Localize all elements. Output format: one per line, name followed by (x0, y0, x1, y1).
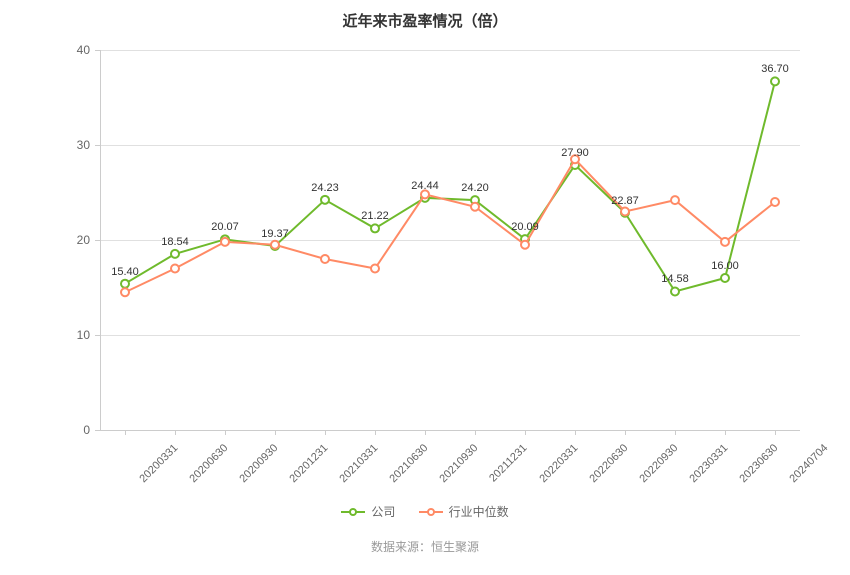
data-marker (771, 77, 779, 85)
data-point-label: 22.87 (611, 195, 639, 207)
y-axis-tick-label: 0 (60, 423, 90, 437)
data-marker (321, 196, 329, 204)
data-marker (121, 280, 129, 288)
x-axis-tick-label: 20230630 (737, 442, 780, 485)
x-tick (575, 430, 576, 435)
x-tick (425, 430, 426, 435)
x-axis-tick-label: 20240704 (787, 442, 830, 485)
legend-marker-icon (349, 508, 357, 516)
data-marker (321, 255, 329, 263)
y-axis-tick-label: 20 (60, 233, 90, 247)
x-axis-tick-label: 20200331 (137, 442, 180, 485)
legend-swatch-company (341, 511, 365, 513)
pe-ratio-chart: 近年来市盈率情况（倍） 0102030402020033120200630202… (0, 0, 850, 575)
data-point-label: 24.20 (461, 182, 489, 194)
legend-item-company: 公司 (341, 503, 395, 520)
legend-marker-icon (427, 508, 435, 516)
data-marker (371, 224, 379, 232)
x-tick (125, 430, 126, 435)
x-tick (275, 430, 276, 435)
x-tick (675, 430, 676, 435)
data-point-label: 20.09 (511, 221, 539, 233)
data-marker (171, 250, 179, 258)
legend-label: 公司 (371, 503, 395, 520)
x-tick (625, 430, 626, 435)
x-axis-line (100, 430, 800, 431)
x-axis-tick-label: 20201231 (287, 442, 330, 485)
data-marker (471, 203, 479, 211)
x-axis-tick-label: 20210331 (337, 442, 380, 485)
y-axis-tick-label: 40 (60, 43, 90, 57)
data-marker (621, 208, 629, 216)
data-marker (121, 288, 129, 296)
x-axis-tick-label: 20220630 (587, 442, 630, 485)
series-line (125, 81, 775, 291)
data-marker (221, 238, 229, 246)
chart-svg (100, 50, 800, 430)
x-tick (375, 430, 376, 435)
data-point-label: 19.37 (261, 228, 289, 240)
data-marker (771, 198, 779, 206)
data-marker (721, 238, 729, 246)
data-marker (371, 265, 379, 273)
data-marker (671, 287, 679, 295)
x-axis-tick-label: 20230331 (687, 442, 730, 485)
x-axis-tick-label: 20210630 (387, 442, 430, 485)
x-axis-tick-label: 20220930 (637, 442, 680, 485)
y-axis-tick-label: 30 (60, 138, 90, 152)
data-marker (521, 241, 529, 249)
data-point-label: 18.54 (161, 236, 189, 248)
data-marker (721, 274, 729, 282)
x-axis-tick-label: 20200930 (237, 442, 280, 485)
chart-legend: 公司 行业中位数 (0, 502, 850, 521)
data-point-label: 21.22 (361, 210, 389, 222)
data-point-label: 24.44 (411, 180, 439, 192)
x-axis-tick-label: 20200630 (187, 442, 230, 485)
legend-label: 行业中位数 (449, 503, 509, 520)
legend-swatch-industry (419, 511, 443, 513)
legend-item-industry: 行业中位数 (419, 503, 509, 520)
y-axis-tick-label: 10 (60, 328, 90, 342)
data-marker (271, 241, 279, 249)
data-point-label: 16.00 (711, 260, 739, 272)
data-marker (671, 196, 679, 204)
x-tick (175, 430, 176, 435)
data-source-label: 数据来源：恒生聚源 (0, 538, 850, 555)
data-marker (171, 265, 179, 273)
x-tick (725, 430, 726, 435)
x-tick (475, 430, 476, 435)
x-tick (325, 430, 326, 435)
data-point-label: 14.58 (661, 273, 689, 285)
x-tick (775, 430, 776, 435)
data-point-label: 36.70 (761, 63, 789, 75)
x-tick (225, 430, 226, 435)
x-axis-tick-label: 20210930 (437, 442, 480, 485)
data-point-label: 27.90 (561, 147, 589, 159)
chart-plot-area: 0102030402020033120200630202009302020123… (100, 50, 800, 430)
data-point-label: 15.40 (111, 266, 139, 278)
x-tick (525, 430, 526, 435)
x-axis-tick-label: 20220331 (537, 442, 580, 485)
data-point-label: 20.07 (211, 221, 239, 233)
chart-title: 近年来市盈率情况（倍） (0, 0, 850, 31)
x-axis-tick-label: 20211231 (487, 442, 530, 485)
data-point-label: 24.23 (311, 182, 339, 194)
